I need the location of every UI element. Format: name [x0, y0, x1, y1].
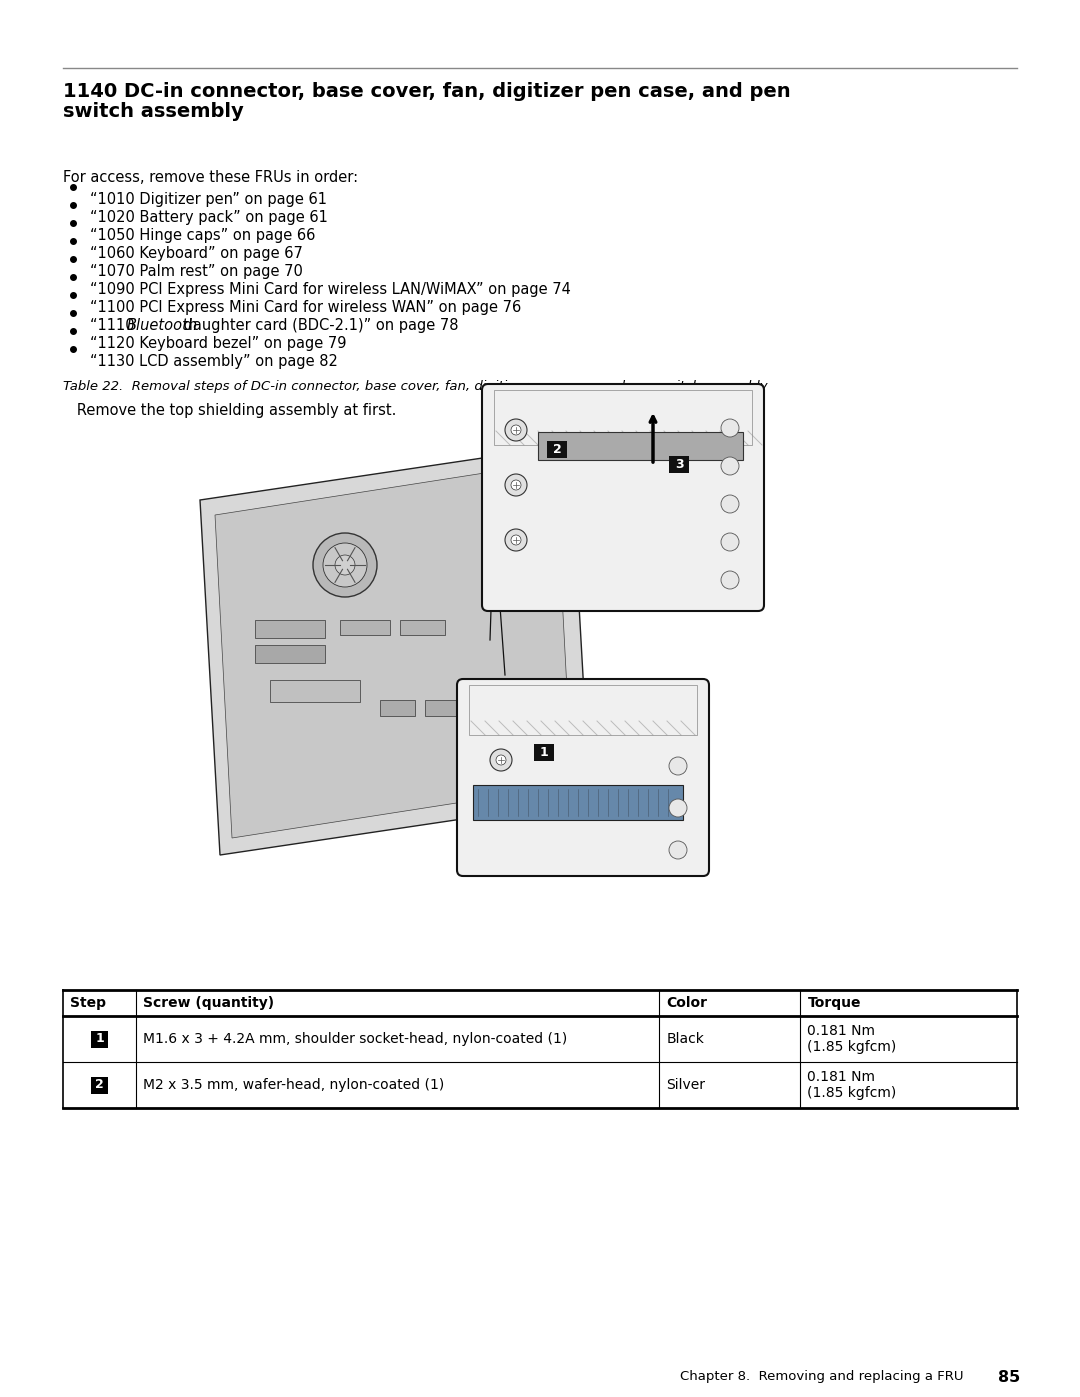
Text: Bluetooth: Bluetooth: [126, 319, 198, 332]
Bar: [380, 700, 415, 717]
Circle shape: [505, 529, 527, 550]
Circle shape: [721, 457, 739, 475]
Text: 1: 1: [95, 1032, 104, 1045]
Circle shape: [511, 535, 521, 545]
Circle shape: [511, 481, 521, 490]
Text: switch assembly: switch assembly: [63, 102, 244, 122]
Bar: [546, 441, 567, 458]
Circle shape: [505, 419, 527, 441]
Text: 2: 2: [95, 1078, 104, 1091]
Text: Table 22.  Removal steps of DC-in connector, base cover, fan, digitizer pen case: Table 22. Removal steps of DC-in connect…: [63, 380, 768, 393]
Text: “1110: “1110: [90, 319, 139, 332]
Circle shape: [511, 425, 521, 434]
Text: (1.85 kgfcm): (1.85 kgfcm): [808, 1039, 896, 1053]
Circle shape: [490, 749, 512, 771]
Text: “1020 Battery pack” on page 61: “1020 Battery pack” on page 61: [90, 210, 328, 225]
Polygon shape: [215, 462, 572, 838]
Bar: [534, 745, 554, 761]
FancyBboxPatch shape: [482, 384, 764, 610]
Bar: [340, 620, 390, 636]
Text: 0.181 Nm: 0.181 Nm: [808, 1024, 876, 1038]
Bar: [494, 390, 752, 446]
Circle shape: [669, 799, 687, 817]
Text: For access, remove these FRUs in order:: For access, remove these FRUs in order:: [63, 170, 359, 184]
FancyBboxPatch shape: [457, 679, 708, 876]
Bar: [91, 1031, 108, 1048]
Bar: [255, 645, 325, 664]
Text: Remove the top shielding assembly at first.: Remove the top shielding assembly at fir…: [63, 402, 396, 418]
Text: Torque: Torque: [808, 996, 861, 1010]
Text: “1090 PCI Express Mini Card for wireless LAN/WiMAX” on page 74: “1090 PCI Express Mini Card for wireless…: [90, 282, 571, 298]
Text: “1010 Digitizer pen” on page 61: “1010 Digitizer pen” on page 61: [90, 191, 327, 207]
Bar: [426, 700, 460, 717]
Text: “1060 Keyboard” on page 67: “1060 Keyboard” on page 67: [90, 246, 302, 261]
Text: 1: 1: [540, 746, 549, 759]
Text: “1050 Hinge caps” on page 66: “1050 Hinge caps” on page 66: [90, 228, 315, 243]
Text: Screw (quantity): Screw (quantity): [144, 996, 274, 1010]
Text: 2: 2: [553, 443, 562, 455]
Circle shape: [669, 757, 687, 775]
Text: “1120 Keyboard bezel” on page 79: “1120 Keyboard bezel” on page 79: [90, 337, 347, 351]
Bar: [473, 785, 683, 820]
Text: “1070 Palm rest” on page 70: “1070 Palm rest” on page 70: [90, 264, 302, 279]
Bar: [469, 685, 697, 735]
Bar: [400, 620, 445, 636]
Circle shape: [721, 495, 739, 513]
Circle shape: [313, 534, 377, 597]
Text: Silver: Silver: [666, 1078, 705, 1092]
Text: Step: Step: [70, 996, 106, 1010]
Circle shape: [669, 841, 687, 859]
Text: 3: 3: [675, 458, 684, 471]
Bar: [538, 432, 743, 460]
Text: 0.181 Nm: 0.181 Nm: [808, 1070, 876, 1084]
Bar: [255, 620, 325, 638]
Text: Black: Black: [666, 1032, 704, 1046]
Circle shape: [335, 555, 355, 576]
Text: Chapter 8.  Removing and replacing a FRU: Chapter 8. Removing and replacing a FRU: [680, 1370, 963, 1383]
Text: M2 x 3.5 mm, wafer-head, nylon-coated (1): M2 x 3.5 mm, wafer-head, nylon-coated (1…: [144, 1078, 445, 1092]
Text: “1100 PCI Express Mini Card for wireless WAN” on page 76: “1100 PCI Express Mini Card for wireless…: [90, 300, 522, 314]
Circle shape: [721, 534, 739, 550]
Polygon shape: [200, 446, 590, 855]
Text: “1130 LCD assembly” on page 82: “1130 LCD assembly” on page 82: [90, 353, 338, 369]
Bar: [91, 1077, 108, 1094]
Bar: [669, 455, 689, 474]
Circle shape: [721, 571, 739, 590]
Circle shape: [721, 419, 739, 437]
Text: daughter card (BDC-2.1)” on page 78: daughter card (BDC-2.1)” on page 78: [179, 319, 458, 332]
Text: 1140 DC-in connector, base cover, fan, digitizer pen case, and pen: 1140 DC-in connector, base cover, fan, d…: [63, 82, 791, 101]
Bar: [270, 680, 360, 703]
Text: 85: 85: [998, 1370, 1020, 1384]
Polygon shape: [490, 745, 568, 805]
Circle shape: [505, 474, 527, 496]
Circle shape: [496, 754, 507, 766]
Text: Color: Color: [666, 996, 707, 1010]
Text: (1.85 kgfcm): (1.85 kgfcm): [808, 1085, 896, 1099]
Circle shape: [323, 543, 367, 587]
Text: M1.6 x 3 + 4.2A mm, shoulder socket-head, nylon-coated (1): M1.6 x 3 + 4.2A mm, shoulder socket-head…: [144, 1032, 568, 1046]
